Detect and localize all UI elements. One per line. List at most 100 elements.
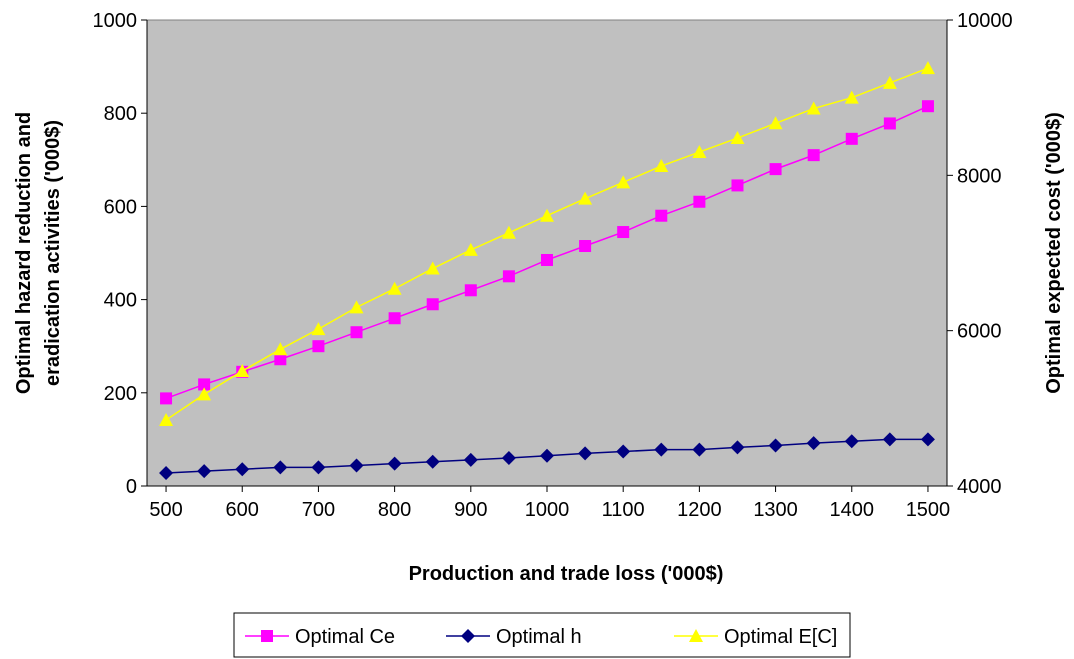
data-point-optimal-ce xyxy=(655,209,668,222)
data-point-optimal-e-c xyxy=(540,208,554,222)
data-point-optimal-h xyxy=(882,432,897,447)
data-point-optimal-h xyxy=(768,438,783,453)
left-tick-label: 0 xyxy=(126,476,137,498)
data-point-optimal-ce xyxy=(502,270,515,283)
x-axis-title: Production and trade loss ('000$) xyxy=(409,563,724,585)
x-tick-label: 1000 xyxy=(525,499,570,521)
data-point-optimal-ce xyxy=(350,326,363,339)
legend-swatch-marker xyxy=(461,629,475,643)
legend-swatch-marker xyxy=(261,630,273,642)
legend-item-optimal-e-c: Optimal E[C] xyxy=(674,626,837,648)
data-point-optimal-ce xyxy=(693,195,706,208)
axes-layer: 0 200 400 600 800 1000 4000 6000 8000 10000 500 600… xyxy=(93,10,1013,521)
data-point-optimal-ce xyxy=(198,378,211,391)
data-point-optimal-h xyxy=(578,446,593,461)
right-tick-label: 10000 xyxy=(957,10,1013,32)
data-point-optimal-ce xyxy=(312,340,325,353)
left-tick-label: 600 xyxy=(104,196,137,218)
right-tick-label: 6000 xyxy=(957,321,1002,343)
legend-item-optimal-h: Optimal h xyxy=(446,626,582,648)
left-tick-label: 400 xyxy=(104,290,137,312)
data-point-optimal-e-c xyxy=(349,300,364,314)
data-point-optimal-ce xyxy=(617,226,630,239)
x-tick-label: 1300 xyxy=(753,499,798,521)
left-tick-label: 1000 xyxy=(93,10,138,32)
data-point-optimal-h xyxy=(654,442,669,457)
right-tick-label: 4000 xyxy=(957,476,1002,498)
data-point-optimal-h xyxy=(616,444,631,459)
legend-label: Optimal E[C] xyxy=(724,626,837,648)
legend-item-optimal-ce: Optimal Ce xyxy=(245,626,395,648)
data-point-optimal-e-c xyxy=(273,342,288,356)
data-point-optimal-e-c xyxy=(578,191,593,205)
data-point-optimal-e-c xyxy=(501,225,516,239)
data-point-optimal-ce xyxy=(579,240,592,253)
data-point-optimal-h xyxy=(463,452,478,467)
data-point-optimal-h xyxy=(730,440,745,455)
data-point-optimal-e-c xyxy=(768,116,783,130)
data-point-optimal-h xyxy=(425,454,440,469)
data-point-optimal-h xyxy=(501,451,516,466)
x-tick-label: 500 xyxy=(149,499,182,521)
data-point-optimal-ce xyxy=(883,117,896,130)
data-point-optimal-ce xyxy=(807,149,820,162)
x-tick-label: 700 xyxy=(302,499,335,521)
series-optimal-h xyxy=(159,432,935,480)
data-point-optimal-e-c xyxy=(387,281,402,295)
legend-box xyxy=(233,612,851,658)
data-point-optimal-h xyxy=(920,432,935,447)
legend: Optimal Ce Optimal h Optimal E[C] xyxy=(233,612,851,658)
data-point-optimal-h xyxy=(806,436,821,451)
data-point-optimal-e-c xyxy=(159,412,174,426)
series-layer xyxy=(159,61,935,480)
data-point-optimal-ce xyxy=(769,163,782,176)
left-axis-title-line-1: Optimal hazard reduction and xyxy=(13,112,35,394)
x-tick-label: 1200 xyxy=(677,499,722,521)
data-point-optimal-h xyxy=(844,434,859,449)
data-point-optimal-h xyxy=(387,456,402,471)
data-point-optimal-h xyxy=(311,460,326,475)
data-point-optimal-h xyxy=(159,465,174,480)
legend-label: Optimal h xyxy=(496,626,582,648)
data-point-optimal-ce xyxy=(921,100,934,113)
x-tick-label: 800 xyxy=(378,499,411,521)
x-tick-label: 1500 xyxy=(906,499,951,521)
data-point-optimal-e-c xyxy=(844,90,859,104)
data-point-optimal-h xyxy=(197,464,212,479)
x-tick-label: 1100 xyxy=(602,499,645,521)
data-point-optimal-e-c xyxy=(235,364,250,378)
data-point-optimal-e-c xyxy=(806,101,821,115)
data-point-optimal-h xyxy=(540,448,554,463)
data-point-optimal-e-c xyxy=(425,261,440,275)
data-point-optimal-e-c xyxy=(463,242,478,256)
data-point-optimal-e-c xyxy=(730,131,745,145)
right-tick-label: 8000 xyxy=(957,165,1002,187)
right-axis-title: Optimal expected cost ('000$) xyxy=(1043,112,1065,394)
x-tick-label: 1400 xyxy=(830,499,875,521)
data-point-optimal-h xyxy=(235,462,250,477)
x-tick-label: 900 xyxy=(454,499,487,521)
data-point-optimal-e-c xyxy=(311,322,326,336)
left-tick-label: 800 xyxy=(104,103,137,125)
data-point-optimal-h xyxy=(692,442,707,457)
left-tick-label: 200 xyxy=(104,383,137,405)
x-tick-label: 600 xyxy=(226,499,259,521)
data-point-optimal-e-c xyxy=(616,175,631,189)
data-point-optimal-e-c xyxy=(197,387,212,401)
left-axis-title-line-2: eradication activities ('000$) xyxy=(42,120,64,386)
data-point-optimal-e-c xyxy=(882,75,897,89)
data-point-optimal-e-c xyxy=(654,159,669,173)
plot-area xyxy=(146,19,948,487)
data-point-optimal-h xyxy=(273,460,288,475)
series-optimal-e-c xyxy=(159,61,935,426)
data-point-optimal-ce xyxy=(426,298,439,311)
legend-label: Optimal Ce xyxy=(295,626,395,648)
legend-swatch-marker xyxy=(689,629,703,642)
data-point-optimal-e-c xyxy=(692,145,707,159)
data-point-optimal-h xyxy=(349,458,364,473)
data-point-optimal-e-c xyxy=(920,61,935,75)
data-point-optimal-ce xyxy=(160,392,173,405)
data-point-optimal-ce xyxy=(274,353,287,366)
data-point-optimal-ce xyxy=(541,253,553,266)
